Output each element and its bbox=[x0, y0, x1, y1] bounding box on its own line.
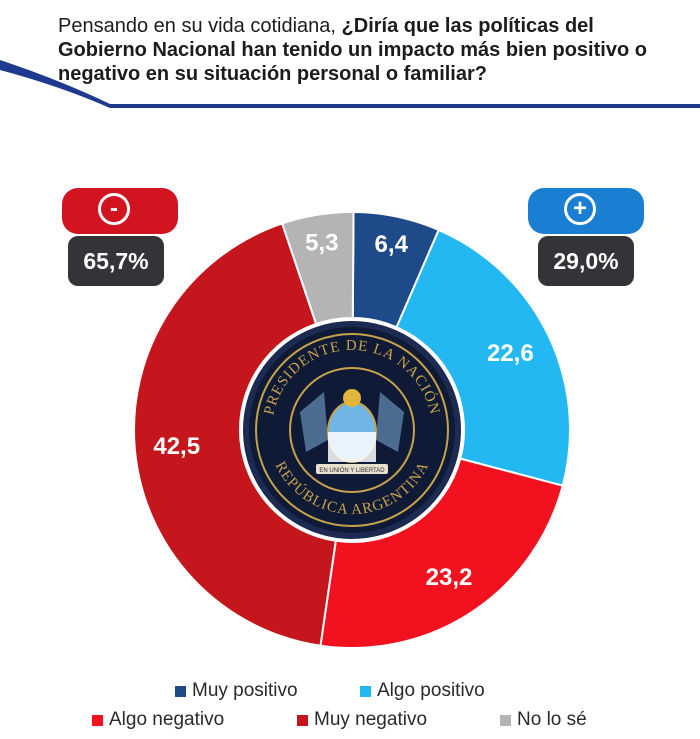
legend-label: Algo negativo bbox=[109, 709, 225, 730]
chart-title: Pensando en su vida cotidiana, ¿Diría qu… bbox=[58, 14, 688, 86]
legend-swatch bbox=[360, 685, 371, 697]
legend-swatch bbox=[500, 714, 511, 726]
legend-label: Muy negativo bbox=[314, 709, 428, 730]
plus-icon: + bbox=[564, 193, 596, 225]
presidential-seal: PRESIDENTE DE LA NACIÓN REPÚBLICA ARGENT… bbox=[243, 321, 461, 539]
slice-label: 42,5 bbox=[153, 433, 200, 460]
legend-item: Muy negativo bbox=[297, 709, 427, 731]
positive-badge: + bbox=[528, 188, 644, 234]
legend-label: Algo positivo bbox=[377, 680, 485, 701]
slice-algo-positivo bbox=[395, 228, 571, 487]
slice-label: 5,3 bbox=[305, 229, 338, 256]
legend-swatch bbox=[297, 714, 308, 726]
slice-algo-negativo bbox=[319, 457, 564, 649]
legend-swatch bbox=[92, 714, 103, 726]
positive-total: 29,0% bbox=[538, 236, 634, 286]
seal-ribbon: EN UNIÓN Y LIBERTAD bbox=[319, 467, 385, 474]
legend-item: Algo negativo bbox=[92, 709, 224, 731]
slice-label: 23,2 bbox=[426, 564, 473, 591]
title-question: ¿Diría que las políticas del Gobierno Na… bbox=[58, 15, 647, 85]
legend-swatch bbox=[175, 685, 186, 697]
negative-total: 65,7% bbox=[68, 236, 164, 286]
slice-label: 6,4 bbox=[375, 231, 409, 258]
legend-item: Algo positivo bbox=[360, 680, 485, 702]
legend-item: No lo sé bbox=[500, 709, 587, 731]
legend-label: Muy positivo bbox=[192, 680, 298, 701]
negative-badge: - bbox=[62, 188, 178, 234]
slice-label: 22,6 bbox=[487, 340, 534, 367]
slice-muy-negativo bbox=[133, 222, 337, 647]
title-intro: Pensando en su vida cotidiana, bbox=[58, 15, 342, 37]
legend-item: Muy positivo bbox=[175, 680, 298, 702]
slice-no-lo-se bbox=[280, 211, 355, 326]
minus-icon: - bbox=[98, 193, 130, 225]
legend-label: No lo sé bbox=[517, 709, 587, 730]
